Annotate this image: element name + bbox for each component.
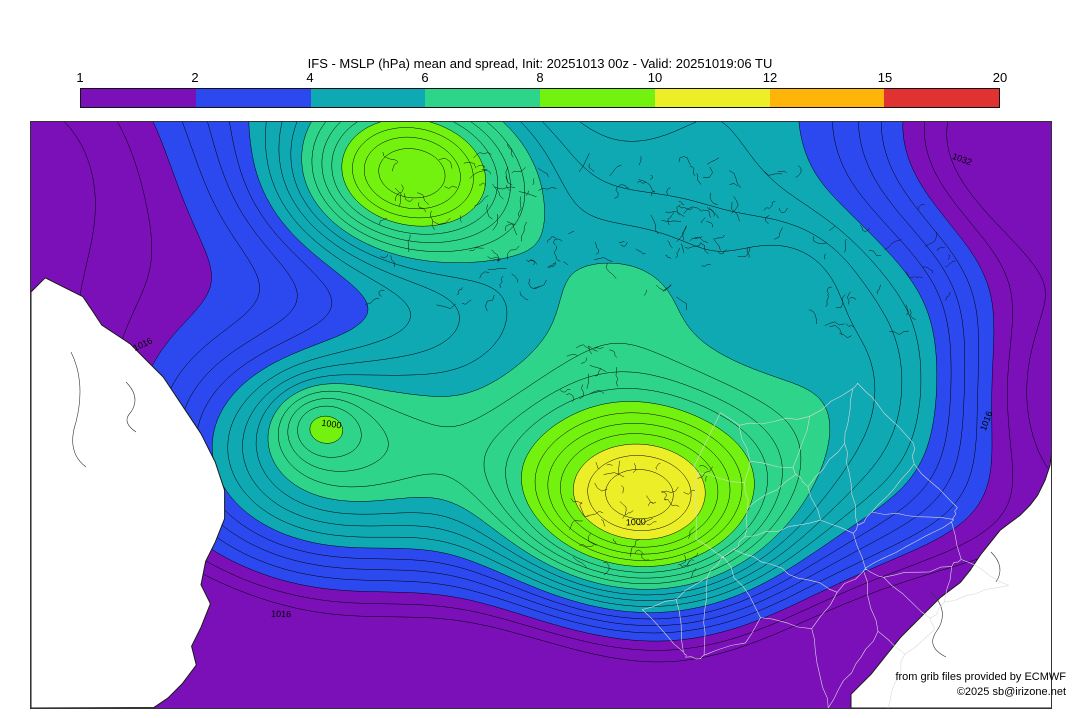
svg-text:1016: 1016 bbox=[271, 609, 291, 620]
svg-text:1000: 1000 bbox=[626, 516, 647, 527]
